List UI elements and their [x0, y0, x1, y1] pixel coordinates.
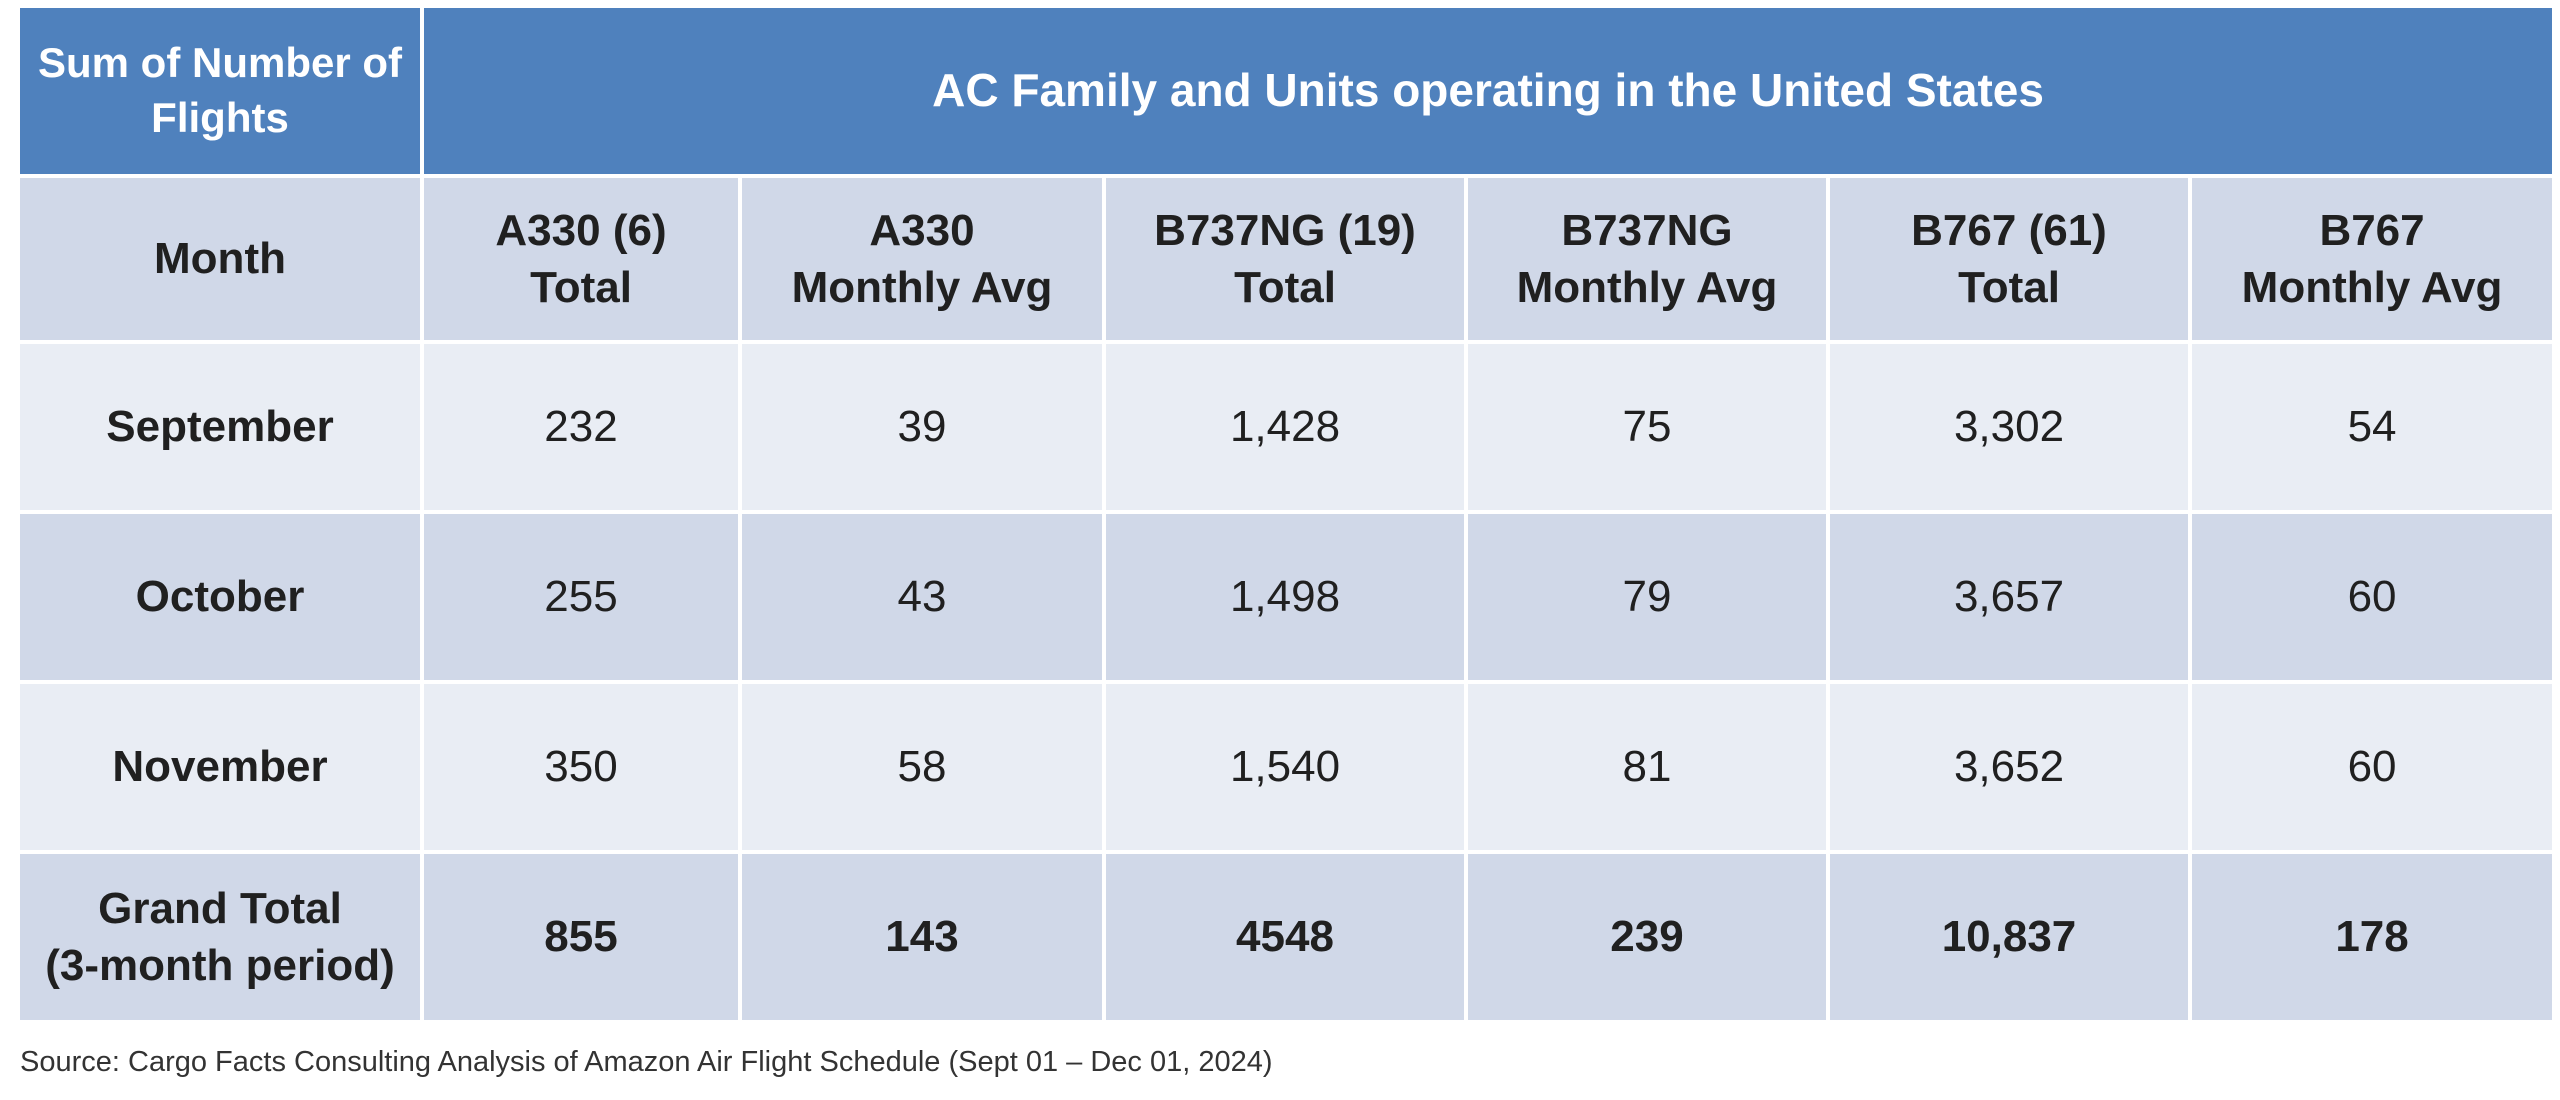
total-value-cell: 143 [738, 850, 1106, 1024]
column-header-line2: Monthly Avg [1516, 263, 1778, 312]
table-row: September 232 39 1,428 75 3,302 54 [16, 340, 2557, 514]
column-header-line1: B767 (61) [1911, 205, 2107, 255]
column-header-line1: Month [154, 234, 286, 284]
column-header-line2: Total [1234, 263, 1336, 312]
column-header-line1: B737NG (19) [1154, 205, 1416, 255]
total-value-cell: 178 [2187, 850, 2557, 1024]
column-header-b767-total: B767 (61) Total [1826, 174, 2192, 344]
value-cell: 54 [2187, 340, 2557, 514]
value-cell: 39 [738, 340, 1106, 514]
month-label-cell: September [16, 340, 424, 514]
column-header-a330-total: A330 (6) Total [420, 174, 742, 344]
value-cell: 43 [738, 510, 1106, 684]
grand-total-row: Grand Total (3-month period) 855 143 454… [16, 850, 2557, 1024]
value-cell: 79 [1464, 510, 1830, 684]
column-header-b737ng-total: B737NG (19) Total [1102, 174, 1468, 344]
column-header-month: Month [16, 174, 424, 344]
value-cell: 255 [420, 510, 742, 684]
value-cell: 58 [738, 680, 1106, 854]
column-header-line1: A330 [869, 205, 975, 255]
value-cell: 3,657 [1826, 510, 2192, 684]
column-header-b737ng-avg: B737NG Monthly Avg [1464, 174, 1830, 344]
column-header-line2: Monthly Avg [791, 263, 1053, 312]
value-cell: 1,540 [1102, 680, 1468, 854]
table-row: October 255 43 1,498 79 3,657 60 [16, 510, 2557, 684]
value-cell: 3,302 [1826, 340, 2192, 514]
value-cell: 350 [420, 680, 742, 854]
column-header-line1: B767 [2319, 205, 2425, 255]
grand-total-label-cell: Grand Total (3-month period) [16, 850, 424, 1024]
total-value-cell: 855 [420, 850, 742, 1024]
column-header-line1: A330 (6) [495, 205, 667, 255]
value-cell: 60 [2187, 510, 2557, 684]
value-cell: 60 [2187, 680, 2557, 854]
value-cell: 1,428 [1102, 340, 1468, 514]
value-cell: 232 [420, 340, 742, 514]
column-header-line2: Total [1958, 263, 2060, 312]
month-label-cell: November [16, 680, 424, 854]
flights-table-container: Sum of Number of Flights AC Family and U… [16, 4, 2557, 1024]
column-header-b767-avg: B767 Monthly Avg [2187, 174, 2557, 344]
corner-header-cell: Sum of Number of Flights [16, 4, 424, 178]
month-label-cell: October [16, 510, 424, 684]
value-cell: 81 [1464, 680, 1830, 854]
total-value-cell: 10,837 [1826, 850, 2192, 1024]
column-header-line1: B737NG [1561, 205, 1733, 255]
flights-table: Sum of Number of Flights AC Family and U… [16, 4, 2557, 1024]
table-title-row: Sum of Number of Flights AC Family and U… [16, 4, 2557, 178]
column-header-line2: Monthly Avg [2241, 263, 2503, 312]
table-row: November 350 58 1,540 81 3,652 60 [16, 680, 2557, 854]
value-cell: 75 [1464, 340, 1830, 514]
column-header-line2: Total [530, 263, 632, 312]
value-cell: 3,652 [1826, 680, 2192, 854]
group-title-cell: AC Family and Units operating in the Uni… [419, 4, 2557, 178]
column-header-a330-avg: A330 Monthly Avg [738, 174, 1106, 344]
value-cell: 1,498 [1102, 510, 1468, 684]
grand-total-label-line2: (3-month period) [45, 941, 395, 990]
column-header-row: Month A330 (6) Total A330 Monthly Avg B7… [16, 174, 2557, 344]
source-note: Source: Cargo Facts Consulting Analysis … [20, 1046, 1273, 1078]
grand-total-label-line1: Grand Total [98, 883, 342, 933]
total-value-cell: 4548 [1102, 850, 1468, 1024]
total-value-cell: 239 [1464, 850, 1830, 1024]
